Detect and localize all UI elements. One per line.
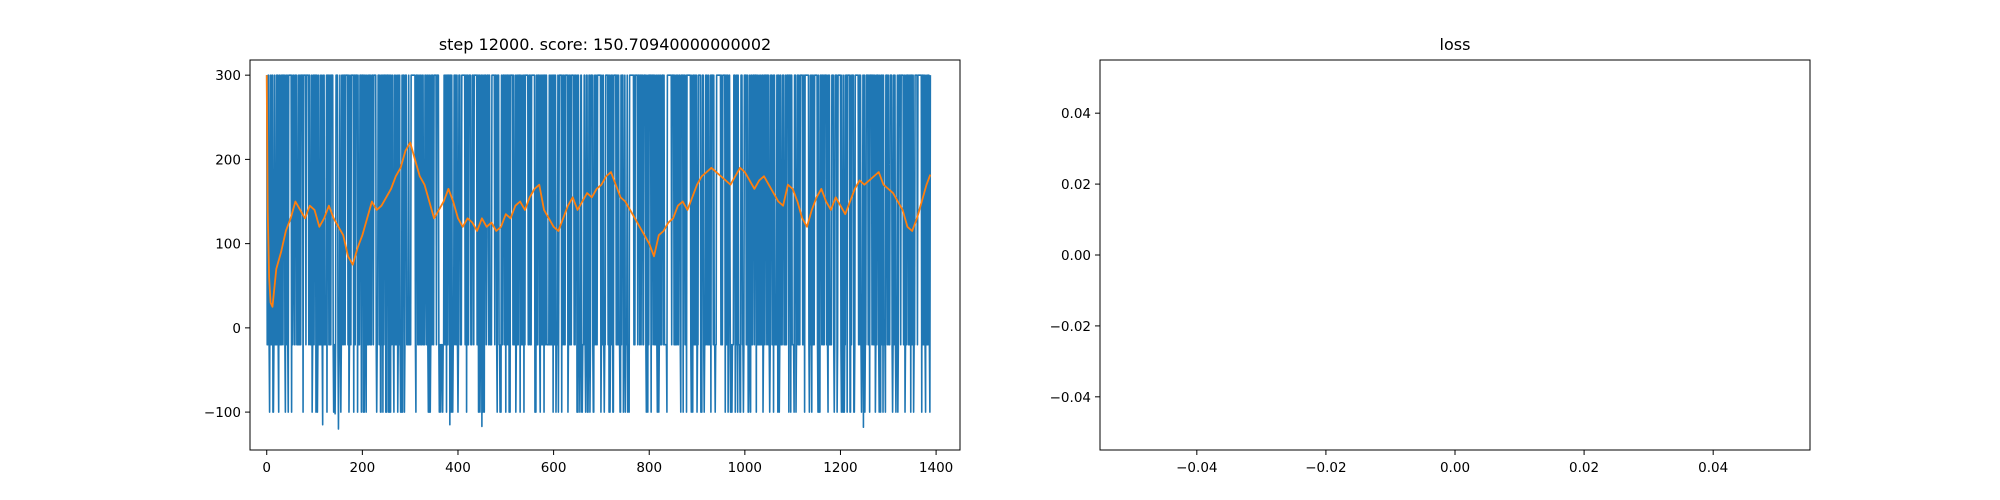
score-chart-x-tick-label: 600: [541, 460, 567, 476]
loss-chart-x-tick-label: 0.02: [1569, 460, 1599, 476]
loss-chart-frame: [1099, 59, 1811, 451]
score-chart-x-tick-label: 0: [262, 460, 271, 476]
score-chart-x-tick-label: 400: [445, 460, 471, 476]
score-chart-x-tick-label: 200: [349, 460, 375, 476]
loss-chart-y-tick-label: 0.04: [1061, 106, 1091, 122]
loss-chart-y-tick-label: 0.00: [1061, 248, 1091, 264]
loss-chart-y-axis: −0.04 −0.02 0.00 0.02 0.04: [1050, 106, 1100, 406]
score-chart-y-axis: −100 0 100 200 300: [204, 68, 250, 421]
loss-chart-x-tick-label: −0.04: [1176, 460, 1217, 476]
score-chart-y-tick-label: −100: [204, 405, 241, 421]
score-chart-x-tick-label: 1400: [919, 460, 953, 476]
loss-chart-x-tick-label: −0.02: [1305, 460, 1346, 476]
score-chart-x-tick-label: 800: [636, 460, 662, 476]
score-chart-y-tick-label: 100: [215, 237, 241, 253]
score-chart-y-tick-label: 300: [215, 68, 241, 84]
score-series-line: [265, 74, 932, 430]
score-chart-x-tick-label: 1000: [728, 460, 762, 476]
loss-chart-y-tick-label: 0.02: [1061, 177, 1091, 193]
loss-chart-title: loss: [1440, 35, 1471, 54]
score-moving-average-line: [265, 75, 932, 308]
loss-chart-x-tick-label: 0.04: [1698, 460, 1728, 476]
score-chart-title: step 12000. score: 150.70940000000002: [439, 35, 771, 54]
score-chart-plot-area: [265, 74, 932, 430]
loss-chart-y-tick-label: −0.02: [1050, 319, 1091, 335]
loss-chart-y-tick-label: −0.04: [1050, 390, 1091, 406]
loss-chart-x-tick-label: 0.00: [1440, 460, 1470, 476]
loss-chart: loss −0.04 −0.02 0.00 0.02 0.04 −0.04 −0.02 0.…: [1050, 35, 1811, 476]
score-chart-y-tick-label: 200: [215, 152, 241, 168]
score-chart-x-tick-label: 1200: [823, 460, 857, 476]
score-chart: step 12000. score: 150.70940000000002 0 2…: [204, 35, 961, 476]
score-chart-y-tick-label: 0: [232, 321, 241, 337]
loss-chart-x-axis: −0.04 −0.02 0.00 0.02 0.04: [1176, 450, 1728, 476]
score-chart-x-axis: 0 200 400 600 800 1000 1200 1400: [262, 450, 953, 476]
score-chart-frame: [249, 59, 961, 451]
